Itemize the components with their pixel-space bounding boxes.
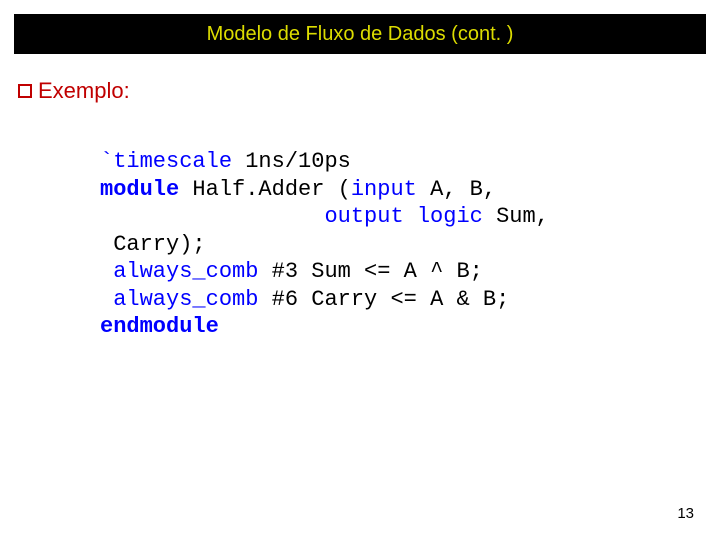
code-text: Sum, [483, 204, 549, 229]
bullet-line: Exemplo: [18, 78, 130, 104]
bullet-box-icon [18, 84, 32, 98]
slide-title: Modelo de Fluxo de Dados (cont. ) [207, 23, 514, 46]
code-text: 1ns/10ps [232, 149, 351, 174]
kw-output: output [324, 204, 403, 229]
bullet-label: Exemplo: [38, 78, 130, 104]
slide-title-bar: Modelo de Fluxo de Dados (cont. ) [14, 14, 706, 54]
code-text [404, 204, 417, 229]
code-text: Half.Adder ( [192, 177, 350, 202]
kw-always-comb: always_comb [113, 287, 258, 312]
code-block: `timescale 1ns/10ps module Half.Adder (i… [100, 148, 549, 341]
code-text [100, 204, 324, 229]
code-text: A, B, [417, 177, 496, 202]
kw-logic: logic [417, 204, 483, 229]
page-number: 13 [677, 505, 694, 522]
kw-timescale: `timescale [100, 149, 232, 174]
kw-always-comb: always_comb [113, 259, 258, 284]
kw-input: input [351, 177, 417, 202]
code-text: Carry); [100, 232, 206, 257]
code-text: #3 Sum <= A ^ B; [258, 259, 482, 284]
code-text [100, 259, 113, 284]
code-text [100, 287, 113, 312]
code-text: #6 Carry <= A & B; [258, 287, 509, 312]
kw-module: module [100, 177, 192, 202]
kw-endmodule: endmodule [100, 314, 219, 339]
